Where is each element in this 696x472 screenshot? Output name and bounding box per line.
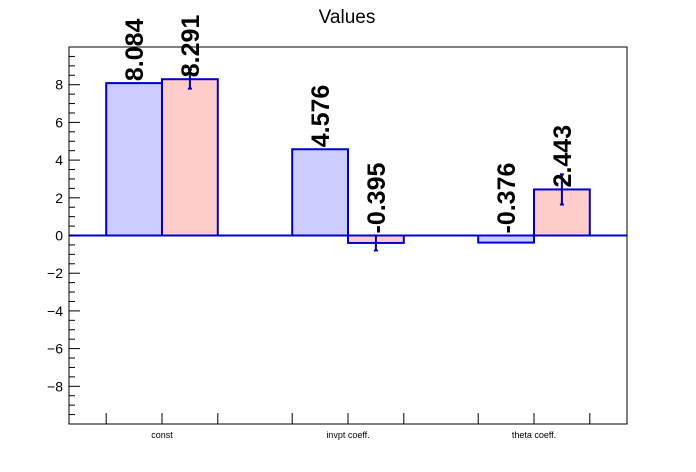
x-category-label: theta coeff.	[512, 430, 556, 440]
x-category-label: invpt coeff.	[326, 430, 369, 440]
bar-series1-2	[477, 234, 536, 244]
bar-series2-0	[161, 78, 219, 237]
data-label-series2-0: 8.291	[177, 15, 205, 78]
data-label-series2-2: 2.443	[549, 125, 577, 188]
data-label-series1-0: 8.084	[121, 18, 149, 81]
x-category-label: const	[151, 430, 173, 440]
bar-series1-0	[105, 82, 163, 237]
y-tick-label: −6	[47, 341, 63, 357]
y-tick-label: 0	[55, 228, 63, 244]
chart-title: Values	[319, 7, 376, 28]
data-label-series2-1: -0.395	[363, 163, 391, 234]
y-tick-label: −4	[47, 303, 63, 319]
y-tick-label: 2	[55, 190, 63, 206]
y-tick-label: 8	[55, 77, 63, 93]
data-label-series1-2: -0.376	[493, 163, 521, 234]
data-labels: 8.084 4.576 -0.376 8.291 -0.395 2.443	[121, 15, 577, 234]
data-label-series1-1: 4.576	[307, 85, 335, 148]
y-tick-label: −8	[47, 378, 63, 394]
y-tick-label: 4	[55, 152, 63, 168]
bars	[105, 68, 591, 252]
y-tick-label: 6	[55, 114, 63, 130]
y-tick-label: −2	[47, 265, 63, 281]
bar-series1-1	[291, 148, 350, 237]
axes: −8 −6 −4 −2 0 2 4 6 8 const invpt coeff. theta coef…	[47, 46, 627, 440]
